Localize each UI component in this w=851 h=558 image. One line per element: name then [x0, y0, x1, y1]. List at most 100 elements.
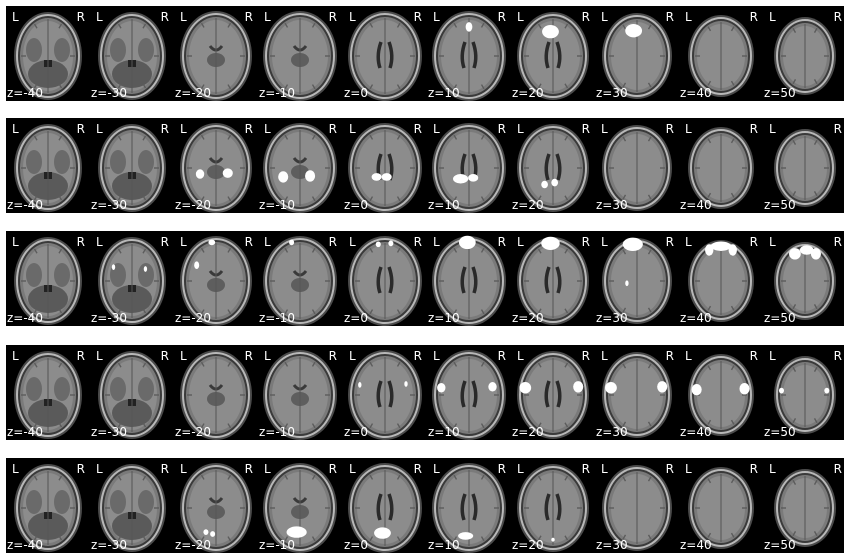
activation-blob — [605, 382, 617, 394]
z-coordinate-label: z=0 — [344, 86, 368, 100]
activation-blob — [799, 245, 814, 255]
right-side-label: R — [749, 10, 758, 24]
left-side-label: L — [517, 349, 524, 363]
z-coordinate-label: z=30 — [596, 538, 628, 552]
right-side-label: R — [749, 235, 758, 249]
right-side-label: R — [160, 349, 169, 363]
z-coordinate-label: z=50 — [764, 86, 796, 100]
z-coordinate-label: z=30 — [596, 425, 628, 439]
right-side-label: R — [160, 462, 169, 476]
brain-slice-image — [517, 12, 589, 100]
right-side-label: R — [665, 10, 674, 24]
brain-slice-image — [263, 236, 337, 326]
z-coordinate-label: z=10 — [428, 425, 460, 439]
right-side-label: R — [244, 349, 253, 363]
z-coordinate-label: z=20 — [512, 311, 544, 325]
right-side-label: R — [581, 122, 590, 136]
brain-slice-image — [180, 123, 252, 213]
left-side-label: L — [96, 349, 103, 363]
left-side-label: L — [685, 349, 692, 363]
z-coordinate-label: z=20 — [512, 538, 544, 552]
z-coordinate-label: z=-40 — [7, 86, 43, 100]
brain-slice-image — [774, 242, 836, 320]
left-side-label: L — [264, 462, 271, 476]
brain-slice-image — [688, 15, 754, 97]
left-side-label: L — [433, 462, 440, 476]
z-coordinate-label: z=40 — [680, 425, 712, 439]
brain-slice-image — [774, 17, 836, 95]
z-coordinate-label: z=20 — [512, 86, 544, 100]
right-side-label: R — [413, 122, 422, 136]
right-side-label: R — [497, 349, 506, 363]
left-side-label: L — [12, 10, 19, 24]
right-side-label: R — [244, 235, 253, 249]
left-side-label: L — [349, 235, 356, 249]
z-coordinate-label: z=10 — [428, 86, 460, 100]
right-side-label: R — [665, 235, 674, 249]
z-coordinate-label: z=40 — [680, 86, 712, 100]
left-side-label: L — [517, 235, 524, 249]
brain-slice-image — [688, 240, 754, 322]
brain-slice-image — [432, 123, 506, 213]
z-coordinate-label: z=-20 — [175, 425, 211, 439]
activation-blob — [625, 24, 643, 38]
activation-blob — [691, 383, 702, 396]
right-side-label: R — [497, 122, 506, 136]
left-side-label: L — [264, 10, 271, 24]
left-side-label: L — [517, 462, 524, 476]
activation-blob — [111, 264, 116, 270]
z-coordinate-label: z=0 — [344, 311, 368, 325]
z-coordinate-label: z=20 — [512, 425, 544, 439]
z-coordinate-label: z=-20 — [175, 311, 211, 325]
right-side-label: R — [581, 462, 590, 476]
brain-slice-image — [774, 469, 836, 547]
left-side-label: L — [769, 10, 776, 24]
activation-blob — [728, 244, 737, 256]
activation-blob — [810, 248, 821, 260]
activation-blob — [453, 174, 469, 184]
left-side-label: L — [769, 235, 776, 249]
activation-blob — [573, 381, 584, 393]
right-side-label: R — [160, 10, 169, 24]
brain-slice-image — [14, 12, 82, 100]
brain-slice-image — [774, 129, 836, 207]
activation-blob — [371, 173, 382, 181]
right-side-label: R — [581, 10, 590, 24]
right-side-label: R — [665, 122, 674, 136]
brain-slice-image — [263, 350, 337, 440]
activation-blob — [222, 168, 233, 178]
right-side-label: R — [328, 235, 337, 249]
brain-slice-image — [432, 235, 506, 326]
activation-blob — [203, 529, 209, 535]
right-side-label: R — [581, 349, 590, 363]
z-coordinate-label: z=-30 — [91, 311, 127, 325]
brain-slice-image — [180, 11, 252, 101]
brain-slice-image — [602, 352, 672, 438]
left-side-label: L — [349, 462, 356, 476]
brain-slice-image — [180, 463, 252, 553]
